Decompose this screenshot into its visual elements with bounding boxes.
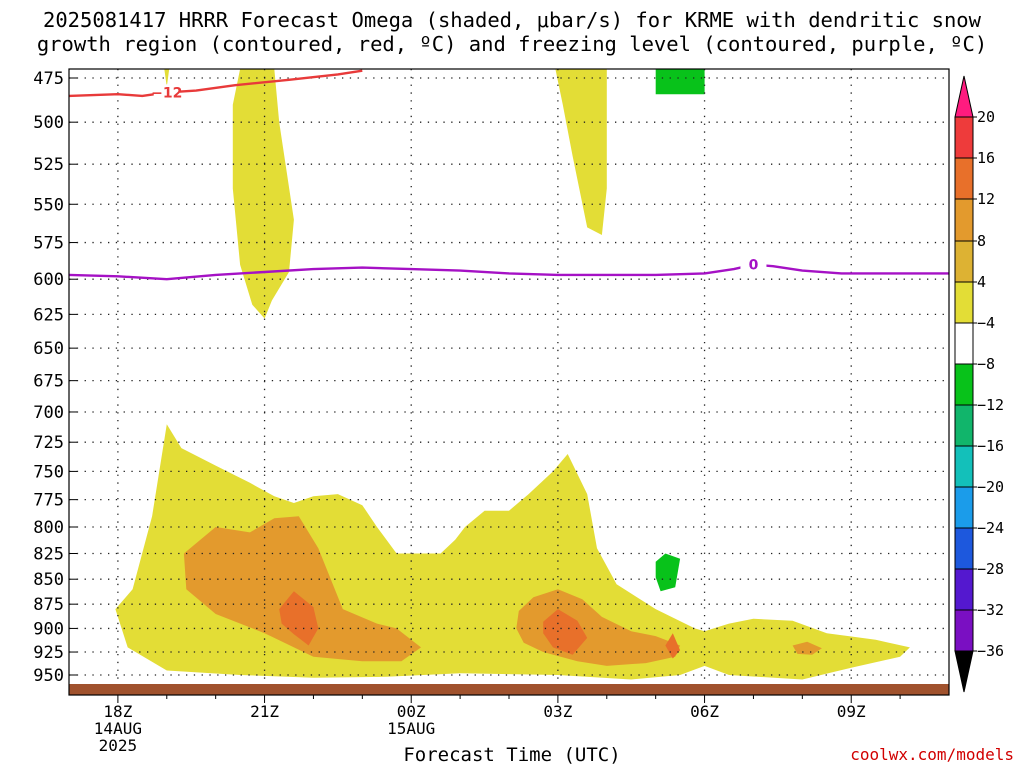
omega-region-0-3 <box>164 69 170 87</box>
grid-layer <box>69 69 949 695</box>
chart-title: 2025081417 HRRR Forecast Omega (shaded, … <box>36 8 988 56</box>
y-tick-label-875: 875 <box>33 595 64 615</box>
omega-region-1-2 <box>792 641 822 655</box>
colorbar-segment-6 <box>954 363 974 406</box>
omega-region-0-2 <box>555 69 607 235</box>
colorbar-segment-8 <box>954 445 974 488</box>
omega-region-1-0 <box>183 516 421 662</box>
colorbar-segment-1 <box>954 157 974 200</box>
colorbar-segment-2 <box>954 198 974 242</box>
colorbar-label-4: 4 <box>977 273 986 291</box>
contour-label-bg-1 <box>740 256 767 272</box>
x-tick-label-21Z: 21Z <box>250 702 279 721</box>
y-tick-label-600: 600 <box>33 270 64 290</box>
x-date-label-18Z: 14AUG <box>94 719 142 738</box>
omega-region-0-1 <box>232 69 294 319</box>
contour-layer: −12 0 <box>69 69 949 281</box>
omega-region-2-2 <box>665 633 681 659</box>
surface-band <box>69 684 949 695</box>
omega-region-3-1 <box>655 553 681 592</box>
colorbar-label-9: −20 <box>977 478 1004 496</box>
contour-line-0 <box>69 69 363 98</box>
colorbar: 20 16 12 8 4 −4 −8 −12 −16 −20 −24 −28 −32 −36 <box>954 75 1004 693</box>
colorbar-label-5: −4 <box>977 314 995 332</box>
x-tick-label-00Z: 00Z <box>397 702 426 721</box>
x-year-label-18Z: 2025 <box>99 736 138 755</box>
omega-region-2-0 <box>279 591 319 646</box>
y-tick-label-850: 850 <box>33 570 64 590</box>
colorbar-segment-4 <box>954 281 974 324</box>
colorbar-segment-10 <box>954 527 974 570</box>
colorbar-label-7: −12 <box>977 396 1004 414</box>
colorbar-label-10: −24 <box>977 519 1004 537</box>
y-tick-label-500: 500 <box>33 113 64 133</box>
y-tick-label-700: 700 <box>33 403 64 423</box>
colorbar-label-12: −32 <box>977 601 1004 619</box>
x-axis-title: Forecast Time (UTC) <box>403 744 621 766</box>
y-tick-label-675: 675 <box>33 372 64 392</box>
colorbar-segment-5 <box>954 322 974 365</box>
y-axis: 475 500 525 550 575 600 625 650 675 700 725 750 775 8… <box>33 69 77 686</box>
y-tick-label-725: 725 <box>33 433 64 453</box>
colorbar-label-3: 8 <box>977 232 986 250</box>
x-tick-label-03Z: 03Z <box>543 702 572 721</box>
colorbar-segment-7 <box>954 404 974 447</box>
contour-label-0: −12 <box>151 85 182 101</box>
x-tick-label-06Z: 06Z <box>690 702 719 721</box>
colorbar-segment-11 <box>954 568 974 611</box>
y-tick-label-925: 925 <box>33 643 64 663</box>
y-tick-label-550: 550 <box>33 195 64 215</box>
omega-shading-layer <box>115 69 910 680</box>
y-tick-label-625: 625 <box>33 305 64 325</box>
colorbar-label-6: −8 <box>977 355 995 373</box>
colorbar-segment-3 <box>954 240 974 283</box>
colorbar-label-8: −16 <box>977 437 1004 455</box>
omega-region-2-1 <box>543 609 588 655</box>
y-tick-label-825: 825 <box>33 544 64 564</box>
colorbar-segment-9 <box>954 486 974 529</box>
y-tick-label-525: 525 <box>33 155 64 175</box>
x-tick-label-18Z: 18Z <box>103 702 132 721</box>
omega-region-3-0 <box>655 69 705 95</box>
colorbar-segment-12 <box>954 609 974 652</box>
contour-label-1: 0 <box>749 258 759 274</box>
credit-text: coolwx.com/models <box>850 745 1014 764</box>
y-tick-label-900: 900 <box>33 619 64 639</box>
y-tick-label-750: 750 <box>33 462 64 482</box>
y-tick-label-650: 650 <box>33 339 64 359</box>
y-tick-label-775: 775 <box>33 491 64 511</box>
y-tick-label-575: 575 <box>33 234 64 254</box>
x-date-label-00Z: 15AUG <box>387 719 435 738</box>
contour-line-1 <box>69 263 949 281</box>
colorbar-segment-0 <box>954 116 974 159</box>
colorbar-label-1: 16 <box>977 149 995 167</box>
y-tick-label-475: 475 <box>33 69 64 89</box>
surface-layer <box>69 684 949 695</box>
y-tick-label-950: 950 <box>33 666 64 686</box>
colorbar-top-triangle <box>954 75 974 118</box>
y-tick-label-800: 800 <box>33 518 64 538</box>
contour-label-bg-0 <box>153 84 180 100</box>
x-tick-label-09Z: 09Z <box>837 702 866 721</box>
colorbar-label-13: −36 <box>977 642 1004 660</box>
colorbar-label-11: −28 <box>977 560 1004 578</box>
colorbar-label-2: 12 <box>977 190 995 208</box>
colorbar-bottom-triangle <box>954 650 974 693</box>
colorbar-label-0: 20 <box>977 108 995 126</box>
